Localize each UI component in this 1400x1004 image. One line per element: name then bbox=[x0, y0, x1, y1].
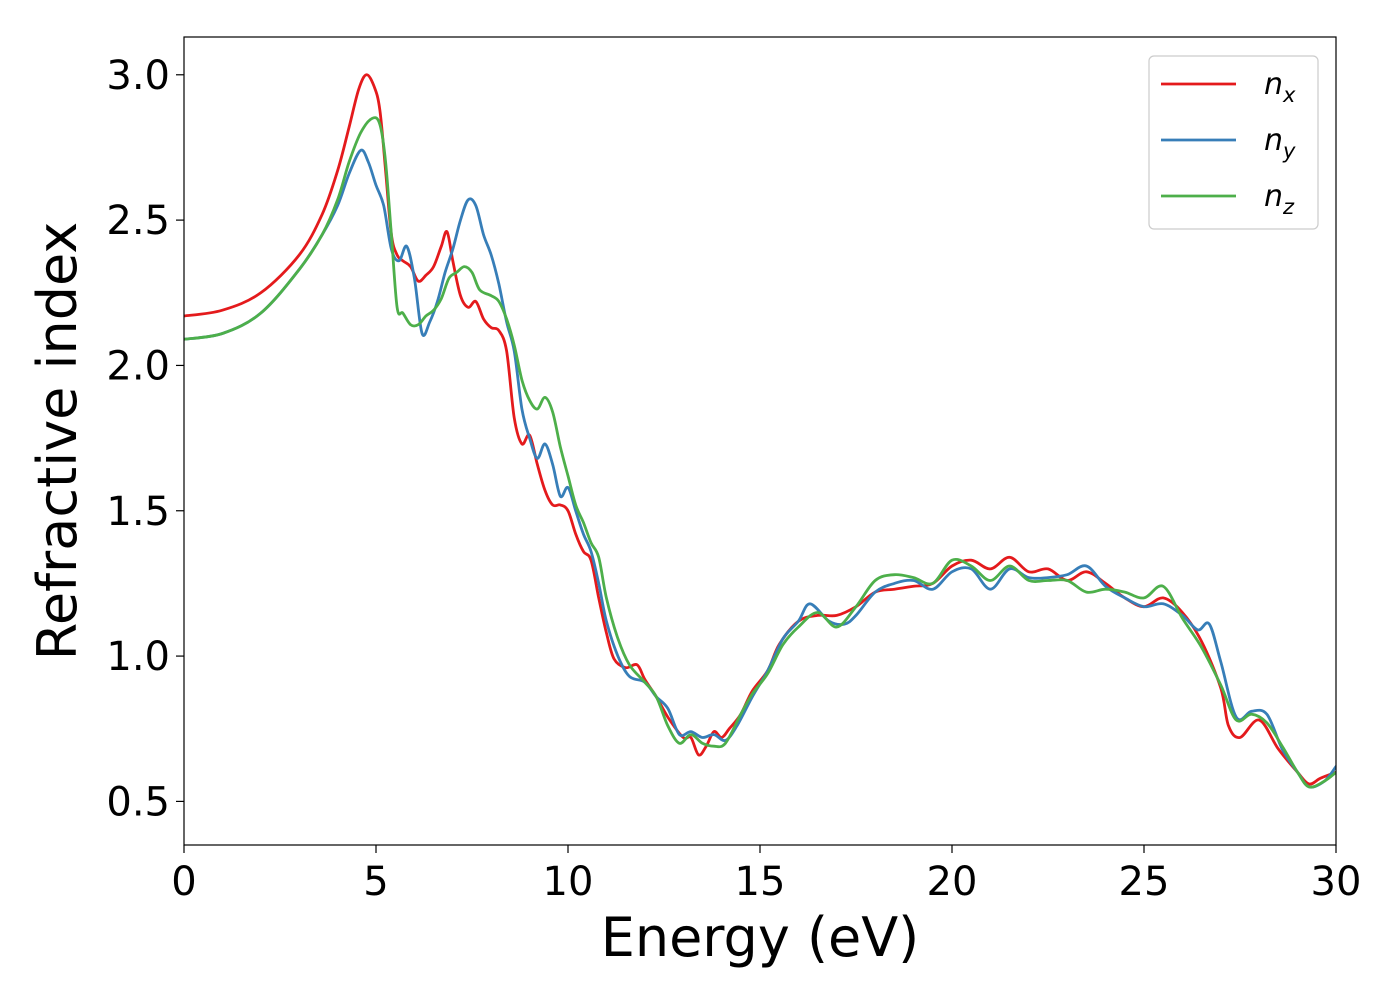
x-tick-label: 5 bbox=[363, 859, 388, 905]
x-tick-label: 30 bbox=[1311, 859, 1362, 905]
legend: nx ny nz bbox=[1148, 55, 1319, 230]
series-line-nx bbox=[184, 73, 1336, 786]
y-axis-title: Refractive index bbox=[26, 222, 89, 661]
x-tick-label: 0 bbox=[171, 859, 196, 905]
series-layer bbox=[184, 73, 1336, 789]
y-tick-label: 1.0 bbox=[106, 634, 170, 680]
y-tick-label: 0.5 bbox=[106, 779, 170, 825]
y-tick-label: 2.5 bbox=[106, 198, 170, 244]
y-tick-label: 1.5 bbox=[106, 489, 170, 535]
x-tick-label: 20 bbox=[927, 859, 978, 905]
x-axis-title: Energy (eV) bbox=[601, 906, 920, 969]
legend-frame bbox=[1148, 55, 1319, 230]
legend-label-nx: nx bbox=[1264, 67, 1296, 107]
legend-label-ny: ny bbox=[1264, 123, 1296, 163]
series-line-nz bbox=[184, 116, 1336, 789]
x-axis-ticks: 0 5 10 15 20 25 30 bbox=[171, 845, 1361, 905]
legend-label-nz: nz bbox=[1264, 179, 1295, 219]
y-axis-ticks: 0.5 1.0 1.5 2.0 2.5 3.0 bbox=[106, 53, 184, 825]
x-tick-label: 25 bbox=[1119, 859, 1170, 905]
series-line-ny bbox=[184, 148, 1336, 789]
y-tick-label: 3.0 bbox=[106, 53, 170, 99]
x-tick-label: 10 bbox=[543, 859, 594, 905]
x-tick-label: 15 bbox=[735, 859, 786, 905]
y-tick-label: 2.0 bbox=[106, 343, 170, 389]
